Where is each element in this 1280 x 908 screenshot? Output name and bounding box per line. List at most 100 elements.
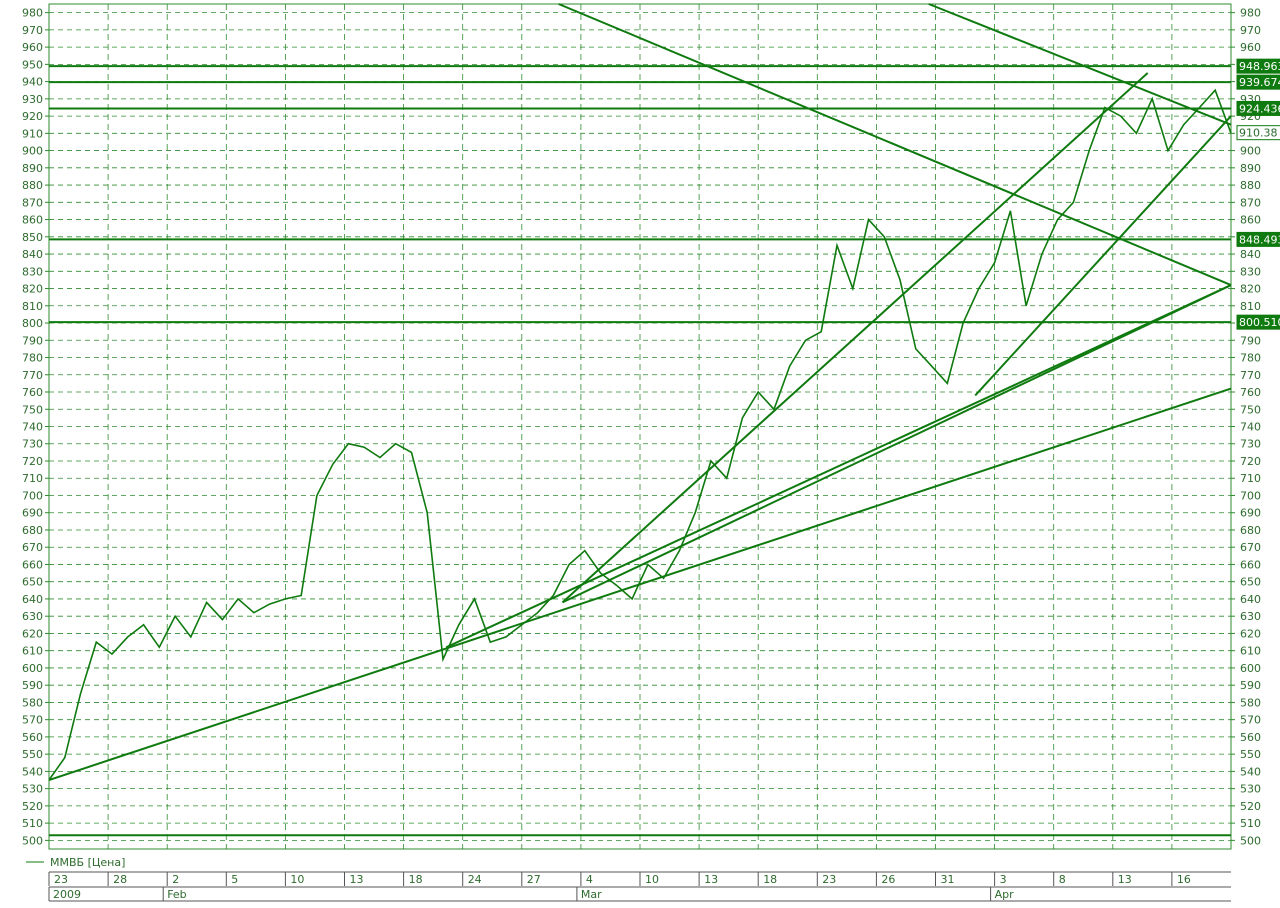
y-tick-label-left: 960 xyxy=(22,41,43,54)
y-tick-label-right: 680 xyxy=(1240,524,1261,537)
y-tick-label-right: 860 xyxy=(1240,214,1261,227)
y-tick-label-left: 810 xyxy=(22,300,43,313)
y-tick-label-left: 770 xyxy=(22,369,43,382)
y-tick-label-left: 540 xyxy=(22,765,43,778)
y-tick-label-left: 790 xyxy=(22,334,43,347)
y-tick-label-left: 870 xyxy=(22,196,43,209)
y-tick-label-right: 670 xyxy=(1240,541,1261,554)
x-day-label: 5 xyxy=(231,873,238,886)
x-month-label: Feb xyxy=(167,888,186,901)
y-tick-label-right: 570 xyxy=(1240,714,1261,727)
y-tick-label-right: 550 xyxy=(1240,748,1261,761)
price-label: 848.493 xyxy=(1239,233,1280,246)
y-tick-label-left: 980 xyxy=(22,7,43,20)
trendline xyxy=(445,284,1232,649)
y-tick-label-right: 790 xyxy=(1240,334,1261,347)
y-tick-label-left: 760 xyxy=(22,386,43,399)
y-tick-label-right: 520 xyxy=(1240,800,1261,813)
y-tick-label-left: 910 xyxy=(22,127,43,140)
y-tick-label-right: 870 xyxy=(1240,196,1261,209)
y-tick-label-right: 690 xyxy=(1240,507,1261,520)
y-tick-label-left: 940 xyxy=(22,76,43,89)
y-tick-label-right: 620 xyxy=(1240,627,1261,640)
horizontal-levels xyxy=(49,65,1231,837)
y-tick-label-right: 840 xyxy=(1240,248,1261,261)
x-day-label: 18 xyxy=(763,873,777,886)
price-label-box xyxy=(1236,58,1280,74)
y-tick-label-left: 840 xyxy=(22,248,43,261)
price-label: 910.38 xyxy=(1239,127,1278,140)
y-tick-label-left: 830 xyxy=(22,265,43,278)
y-tick-label-left: 710 xyxy=(22,472,43,485)
y-tick-label-right: 740 xyxy=(1240,421,1261,434)
y-tick-label-right: 890 xyxy=(1240,162,1261,175)
y-tick-label-left: 650 xyxy=(22,576,43,589)
x-day-label: 18 xyxy=(409,873,423,886)
y-tick-label-left: 850 xyxy=(22,231,43,244)
y-tick-label-right: 700 xyxy=(1240,489,1261,502)
y-tick-label-right: 730 xyxy=(1240,438,1261,451)
y-tick-label-left: 600 xyxy=(22,662,43,675)
y-tick-label-left: 970 xyxy=(22,24,43,37)
y-tick-label-left: 920 xyxy=(22,110,43,123)
legend: ММВБ [Цена] xyxy=(26,856,125,869)
x-axis: 23 28 2 5 10 13 18 24 27 4 10 13 18 23 26 31 3 8 13 16 2009 F… xyxy=(48,871,1231,902)
y-tick-label-left: 670 xyxy=(22,541,43,554)
y-tick-label-right: 960 xyxy=(1240,41,1261,54)
price-label-box xyxy=(1236,74,1280,90)
trendline xyxy=(48,387,1232,781)
y-tick-label-left: 500 xyxy=(22,834,43,847)
y-tick-label-left: 560 xyxy=(22,731,43,744)
y-tick-label-left: 800 xyxy=(22,317,43,330)
x-day-label: 28 xyxy=(113,873,127,886)
y-tick-label-left: 690 xyxy=(22,507,43,520)
y-tick-label-left: 520 xyxy=(22,800,43,813)
y-tick-label-left: 580 xyxy=(22,696,43,709)
x-day-label: 13 xyxy=(1118,873,1132,886)
x-day-label: 27 xyxy=(527,873,541,886)
y-tick-label-left: 740 xyxy=(22,421,43,434)
y-tick-label-right: 810 xyxy=(1240,300,1261,313)
x-day-label: 23 xyxy=(54,873,68,886)
price-label-box xyxy=(1236,125,1280,141)
y-tick-label-left: 890 xyxy=(22,162,43,175)
y-tick-label-left: 530 xyxy=(22,783,43,796)
y-tick-label-right: 880 xyxy=(1240,179,1261,192)
x-day-label: 4 xyxy=(586,873,593,886)
y-tick-label-left: 510 xyxy=(22,817,43,830)
x-day-label: 31 xyxy=(941,873,955,886)
x-day-label: 10 xyxy=(290,873,304,886)
y-tick-label-left: 660 xyxy=(22,558,43,571)
trendline xyxy=(974,115,1232,397)
y-tick-label-left: 950 xyxy=(22,58,43,71)
x-day-label: 13 xyxy=(350,873,364,886)
x-month-label: Apr xyxy=(995,888,1015,901)
y-tick-label-left: 860 xyxy=(22,214,43,227)
y-tick-label-left: 630 xyxy=(22,610,43,623)
x-day-label: 23 xyxy=(822,873,836,886)
y-tick-label-right: 540 xyxy=(1240,765,1261,778)
price-series xyxy=(48,88,1232,781)
y-tick-label-right: 510 xyxy=(1240,817,1261,830)
y-tick-label-left: 820 xyxy=(22,283,43,296)
y-tick-label-right: 980 xyxy=(1240,7,1261,20)
price-label-box xyxy=(1236,231,1280,247)
y-tick-label-left: 550 xyxy=(22,748,43,761)
trendline xyxy=(928,3,1232,126)
trendline xyxy=(558,3,1232,287)
y-tick-label-right: 500 xyxy=(1240,834,1261,847)
y-tick-label-left: 680 xyxy=(22,524,43,537)
y-tick-label-right: 780 xyxy=(1240,352,1261,365)
x-day-label: 3 xyxy=(1000,873,1007,886)
y-tick-label-left: 750 xyxy=(22,403,43,416)
x-day-label: 26 xyxy=(881,873,895,886)
y-tick-label-left: 610 xyxy=(22,645,43,658)
y-tick-label-right: 630 xyxy=(1240,610,1261,623)
y-tick-label-right: 560 xyxy=(1240,731,1261,744)
y-tick-label-right: 820 xyxy=(1240,283,1261,296)
x-day-label: 2 xyxy=(172,873,179,886)
y-tick-label-left: 590 xyxy=(22,679,43,692)
x-day-label: 10 xyxy=(645,873,659,886)
x-day-label: 8 xyxy=(1059,873,1066,886)
